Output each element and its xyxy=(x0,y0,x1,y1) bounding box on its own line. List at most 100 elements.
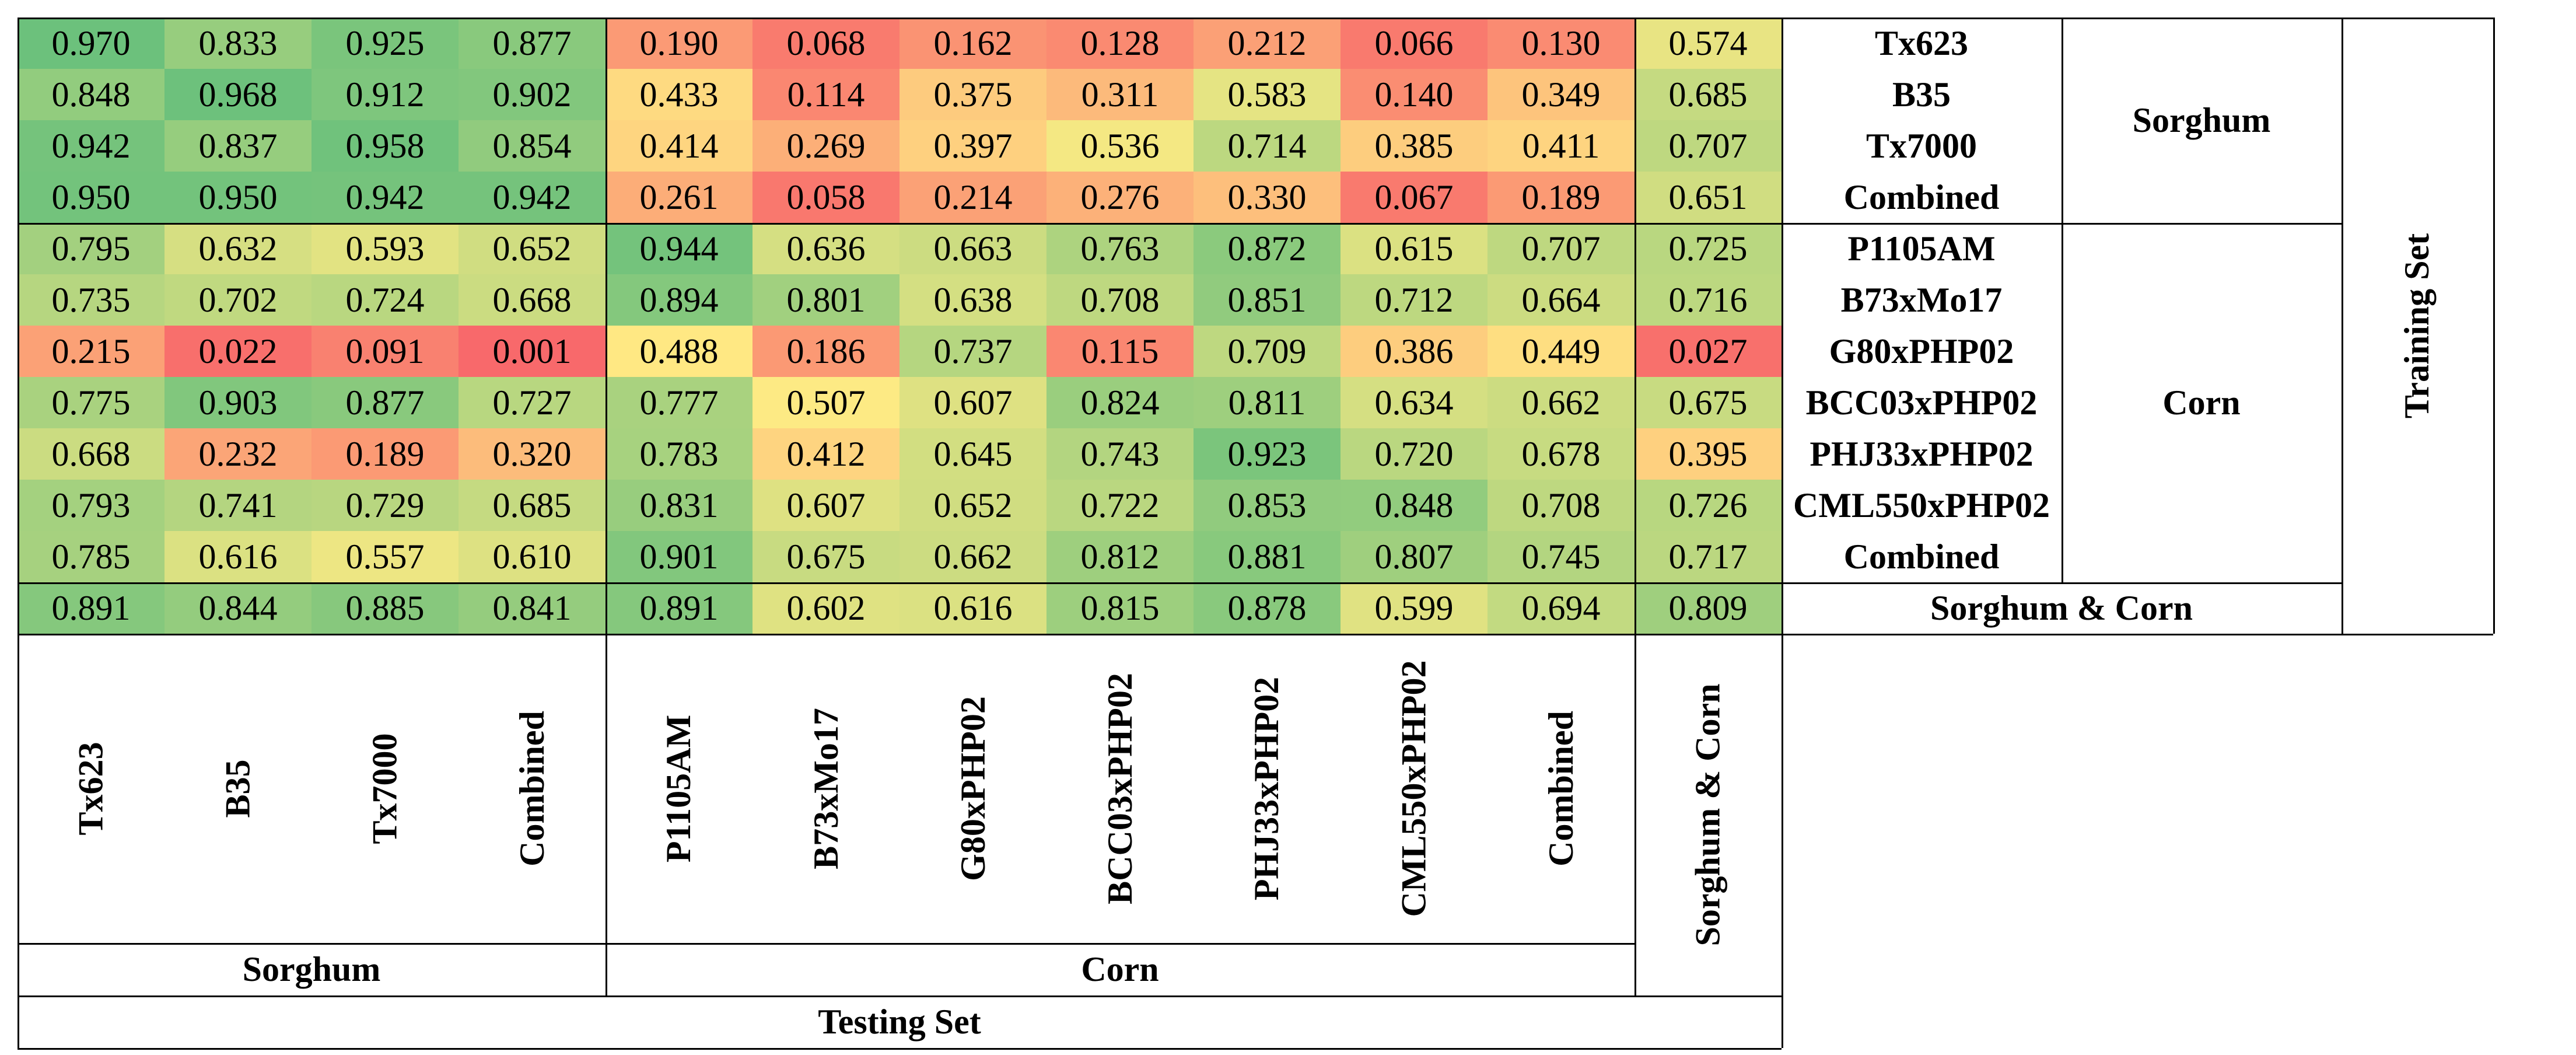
heatmap-cell: 0.375 xyxy=(900,69,1046,120)
heatmap-cell: 0.694 xyxy=(1488,582,1634,634)
heatmap-cell: 0.385 xyxy=(1340,120,1488,172)
heatmap-cell: 0.685 xyxy=(459,480,606,531)
heatmap-cell: 0.970 xyxy=(18,18,164,69)
heatmap-cell: 0.872 xyxy=(1194,223,1340,274)
heatmap-cell: 0.737 xyxy=(900,326,1046,377)
grid-line-v xyxy=(1782,18,1783,1048)
heatmap-cell: 0.894 xyxy=(606,274,752,326)
heatmap-cell: 0.140 xyxy=(1340,69,1488,120)
heatmap-cell: 0.809 xyxy=(1634,582,1782,634)
heatmap-cell: 0.793 xyxy=(18,480,164,531)
heatmap-cell: 0.848 xyxy=(18,69,164,120)
heatmap-cell: 0.801 xyxy=(752,274,900,326)
heatmap-cell: 0.602 xyxy=(752,582,900,634)
heatmap-cell: 0.557 xyxy=(312,531,459,582)
heatmap-cell: 0.414 xyxy=(606,120,752,172)
heatmap-cell: 0.708 xyxy=(1046,274,1194,326)
heatmap-cell: 0.722 xyxy=(1046,480,1194,531)
heatmap-cell: 0.311 xyxy=(1046,69,1194,120)
heatmap-cell: 0.812 xyxy=(1046,531,1194,582)
heatmap-cell: 0.662 xyxy=(1488,377,1634,428)
row-label: Sorghum & Corn xyxy=(1930,588,2193,627)
heatmap-cell: 0.785 xyxy=(18,531,164,582)
heatmap-cell: 0.925 xyxy=(312,18,459,69)
heatmap-cell: 0.574 xyxy=(1634,18,1782,69)
grid-line-h xyxy=(18,1048,1782,1050)
row-group-label: Corn xyxy=(2162,383,2241,422)
column-label-text: B35 xyxy=(218,759,257,818)
heatmap-cell: 0.745 xyxy=(1488,531,1634,582)
heatmap-cell: 0.950 xyxy=(164,172,312,223)
heatmap-cell: 0.320 xyxy=(459,428,606,480)
heatmap-cell: 0.610 xyxy=(459,531,606,582)
heatmap-cell: 0.276 xyxy=(1046,172,1194,223)
heatmap-cell: 0.663 xyxy=(900,223,1046,274)
heatmap-cell: 0.215 xyxy=(18,326,164,377)
column-label-text: B73xMo17 xyxy=(806,707,845,869)
heatmap-cell: 0.923 xyxy=(1194,428,1340,480)
heatmap-cell: 0.664 xyxy=(1488,274,1634,326)
heatmap-cell: 0.616 xyxy=(900,582,1046,634)
heatmap-cell: 0.727 xyxy=(459,377,606,428)
column-label: B35 xyxy=(164,634,312,943)
row-label: BCC03xPHP02 xyxy=(1805,383,2038,422)
heatmap-cell: 0.837 xyxy=(164,120,312,172)
heatmap-cell: 0.912 xyxy=(312,69,459,120)
heatmap-cell: 0.488 xyxy=(606,326,752,377)
heatmap-cell: 0.114 xyxy=(752,69,900,120)
column-label: G80xPHP02 xyxy=(900,634,1046,943)
heatmap-cell: 0.735 xyxy=(18,274,164,326)
heatmap-cell: 0.942 xyxy=(459,172,606,223)
heatmap-cell: 0.433 xyxy=(606,69,752,120)
heatmap-cell: 0.720 xyxy=(1340,428,1488,480)
row-label: B35 xyxy=(1892,75,1951,114)
heatmap-cell: 0.717 xyxy=(1634,531,1782,582)
heatmap-cell: 0.668 xyxy=(459,274,606,326)
heatmap-cell: 0.675 xyxy=(1634,377,1782,428)
heatmap-cell: 0.795 xyxy=(18,223,164,274)
column-label: PHJ33xPHP02 xyxy=(1194,634,1340,943)
heatmap-cell: 0.726 xyxy=(1634,480,1782,531)
heatmap-cell: 0.903 xyxy=(164,377,312,428)
heatmap-cell: 0.412 xyxy=(752,428,900,480)
heatmap-cell: 0.743 xyxy=(1046,428,1194,480)
heatmap-cell: 0.833 xyxy=(164,18,312,69)
heatmap-cell: 0.944 xyxy=(606,223,752,274)
grid-line-v xyxy=(2062,18,2063,582)
heatmap-cell: 0.386 xyxy=(1340,326,1488,377)
heatmap-cell: 0.091 xyxy=(312,326,459,377)
heatmap-cell: 0.777 xyxy=(606,377,752,428)
heatmap-cell: 0.162 xyxy=(900,18,1046,69)
heatmap-cell: 0.599 xyxy=(1340,582,1488,634)
column-label: B73xMo17 xyxy=(752,634,900,943)
heatmap-cell: 0.651 xyxy=(1634,172,1782,223)
heatmap-cell: 0.968 xyxy=(164,69,312,120)
heatmap-cell: 0.212 xyxy=(1194,18,1340,69)
heatmap-cell: 0.068 xyxy=(752,18,900,69)
grid-line-v xyxy=(18,18,19,1048)
row-label: Tx623 xyxy=(1874,23,1969,62)
row-label: G80xPHP02 xyxy=(1829,331,2014,371)
column-label-text: PHJ33xPHP02 xyxy=(1247,676,1286,900)
heatmap-cell: 0.128 xyxy=(1046,18,1194,69)
column-label: Combined xyxy=(1488,634,1634,943)
heatmap-cell: 0.115 xyxy=(1046,326,1194,377)
heatmap-cell: 0.712 xyxy=(1340,274,1488,326)
heatmap-cell: 0.634 xyxy=(1340,377,1488,428)
heatmap-cell: 0.877 xyxy=(312,377,459,428)
heatmap-cell: 0.678 xyxy=(1488,428,1634,480)
row-label: Combined xyxy=(1843,177,2000,216)
grid-line-h xyxy=(18,634,2493,635)
column-label-text: Combined xyxy=(1541,710,1580,867)
row-group-label: Sorghum xyxy=(2132,100,2271,139)
heatmap-cell: 0.729 xyxy=(312,480,459,531)
heatmap-cell: 0.807 xyxy=(1340,531,1488,582)
grid-line-h xyxy=(18,943,1634,945)
heatmap-cell: 0.638 xyxy=(900,274,1046,326)
heatmap-cell: 0.449 xyxy=(1488,326,1634,377)
heatmap-cell: 0.831 xyxy=(606,480,752,531)
heatmap-cell: 0.395 xyxy=(1634,428,1782,480)
heatmap-cell: 0.724 xyxy=(312,274,459,326)
column-label-text: G80xPHP02 xyxy=(953,696,992,881)
